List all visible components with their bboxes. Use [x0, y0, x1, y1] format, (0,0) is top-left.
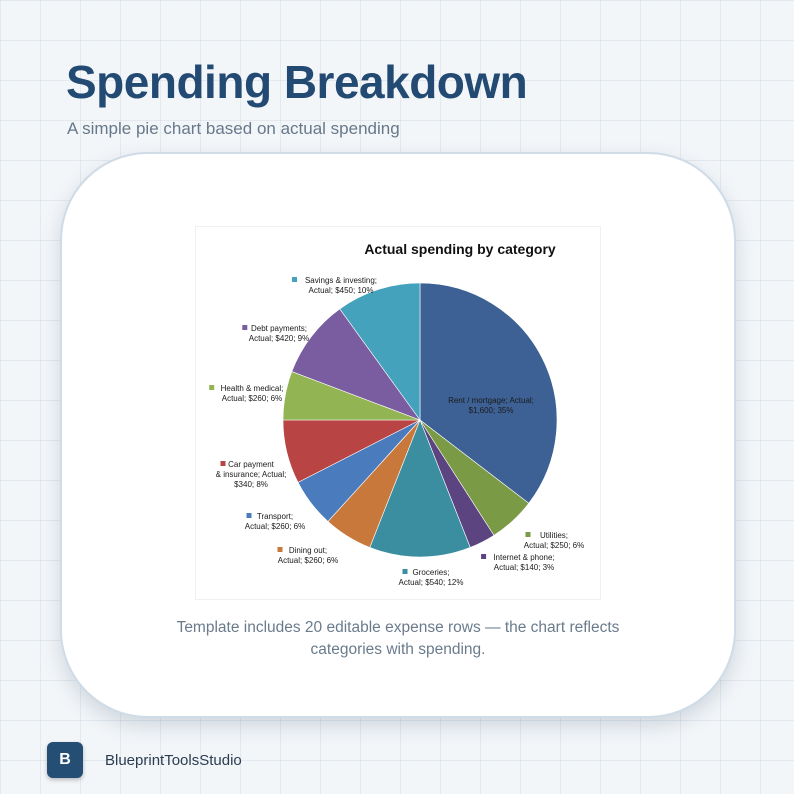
- label-line: Actual; $450; 10%: [309, 286, 374, 295]
- chart-title: Actual spending by category: [364, 241, 556, 257]
- label-line: Actual; $540; 12%: [399, 578, 464, 587]
- pie-slice: [291, 308, 421, 421]
- label-line: Utilities;: [540, 531, 568, 540]
- label-line: Dining out;: [289, 546, 327, 555]
- label-line: Actual; $250; 6%: [524, 541, 584, 550]
- slice-data-label: Internet & phone;Actual; $140; 3%: [481, 553, 555, 572]
- label-line: Groceries;: [413, 568, 450, 577]
- label-marker: [402, 569, 408, 574]
- slice-data-label: Debt payments;Actual; $420; 9%: [242, 324, 309, 343]
- label-marker: [277, 547, 283, 552]
- label-line: Rent / mortgage; Actual;: [448, 396, 534, 405]
- label-marker: [242, 325, 248, 330]
- chart-caption: Template includes 20 editable expense ro…: [100, 617, 696, 661]
- slice-data-label: Groceries;Actual; $540; 12%: [399, 568, 464, 587]
- label-line: $1,600; 35%: [469, 406, 514, 415]
- brand-name: BlueprintToolsStudio: [105, 752, 242, 769]
- label-line: Savings & investing;: [305, 276, 377, 285]
- caption-line-2: categories with spending.: [310, 641, 486, 658]
- pie-data-labels: Rent / mortgage; Actual;$1,600; 35% Utili…: [209, 276, 584, 587]
- label-line: $340; 8%: [234, 480, 268, 489]
- label-marker: [246, 513, 252, 518]
- label-marker: [481, 554, 487, 559]
- pie-slice: [339, 282, 421, 421]
- caption-line-1: Template includes 20 editable expense ro…: [176, 619, 620, 636]
- label-line: Health & medical;: [221, 384, 284, 393]
- label-line: Internet & phone;: [493, 553, 554, 562]
- label-line: Car payment: [228, 460, 275, 469]
- label-line: Transport;: [257, 512, 293, 521]
- slice-data-label: Rent / mortgage; Actual;$1,600; 35%: [448, 396, 534, 415]
- pie-slices: [282, 282, 558, 558]
- pie-slice: [369, 419, 471, 558]
- label-line: Actual; $420; 9%: [249, 334, 309, 343]
- label-marker: [292, 277, 297, 282]
- slice-data-label: Dining out;Actual; $260; 6%: [277, 546, 338, 565]
- label-line: Actual; $140; 3%: [494, 563, 554, 572]
- brand-logo: B: [47, 742, 83, 778]
- slice-data-label: Utilities;Actual; $250; 6%: [524, 531, 584, 550]
- label-line: Actual; $260; 6%: [278, 556, 338, 565]
- slice-data-label: Savings & investing;Actual; $450; 10%: [292, 276, 377, 295]
- label-marker: [220, 461, 226, 466]
- label-line: Actual; $260; 6%: [245, 522, 305, 531]
- slice-data-label: Car payment& insurance; Actual;$340; 8%: [216, 460, 287, 489]
- slice-data-label: Health & medical;Actual; $260; 6%: [209, 384, 283, 403]
- pie-slice: [419, 282, 558, 504]
- label-marker: [525, 532, 531, 537]
- slice-data-label: Transport;Actual; $260; 6%: [245, 512, 305, 531]
- page-title: Spending Breakdown: [66, 56, 528, 108]
- pie-chart: Actual spending by category Rent / mortg…: [209, 241, 584, 587]
- chart-frame: Actual spending by category Rent / mortg…: [195, 226, 601, 600]
- page-subtitle: A simple pie chart based on actual spend…: [67, 119, 400, 138]
- label-line: Actual; $260; 6%: [222, 394, 282, 403]
- label-line: & insurance; Actual;: [216, 470, 287, 479]
- label-marker: [209, 385, 215, 390]
- label-line: Debt payments;: [251, 324, 307, 333]
